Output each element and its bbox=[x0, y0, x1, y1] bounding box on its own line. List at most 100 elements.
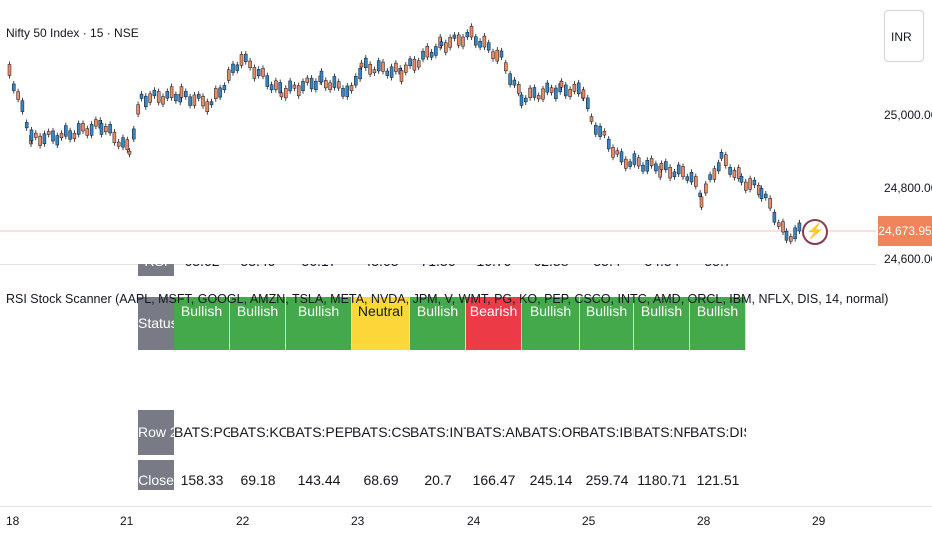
candle-body bbox=[541, 88, 545, 100]
status-cell: Bullish bbox=[580, 297, 634, 350]
currency-button[interactable]: INR bbox=[884, 10, 924, 62]
candle-body bbox=[412, 58, 417, 71]
chart-overlap-mask bbox=[0, 254, 876, 264]
candle-body bbox=[296, 85, 301, 97]
status-cell: Bullish bbox=[230, 297, 286, 350]
candle-body bbox=[564, 84, 568, 97]
candle-body bbox=[728, 167, 732, 175]
candlestick-series bbox=[7, 23, 802, 245]
candle-body bbox=[681, 166, 685, 178]
candle-body bbox=[218, 87, 222, 98]
close-cell: 245.14 bbox=[529, 472, 573, 488]
candle-body bbox=[76, 123, 81, 135]
date-tick: 24 bbox=[467, 514, 481, 528]
pane-separator[interactable] bbox=[0, 264, 876, 265]
candle-body bbox=[358, 68, 362, 80]
candle-body bbox=[474, 36, 478, 46]
candle-body bbox=[776, 222, 781, 227]
candle-body bbox=[139, 93, 144, 99]
row2: Row 2 BATS:PGBATS:KOBATS:PEPBATS:CSCOBAT… bbox=[138, 410, 746, 455]
candle-body bbox=[121, 137, 125, 148]
close-cell: 69.18 bbox=[240, 472, 276, 488]
time-axis[interactable] bbox=[0, 506, 932, 551]
lightning-icon[interactable]: ⚡ bbox=[802, 219, 828, 245]
candle-body bbox=[59, 133, 64, 138]
candle-body bbox=[7, 64, 12, 76]
close-cell: 166.47 bbox=[472, 472, 516, 488]
candle-body bbox=[12, 83, 16, 91]
symbol-title[interactable]: Nifty 50 Index · 15 · NSE bbox=[6, 26, 139, 40]
candle-body bbox=[309, 77, 314, 90]
candle-body bbox=[469, 26, 474, 38]
candle-body bbox=[148, 93, 152, 103]
candle-body bbox=[319, 70, 324, 83]
candle-body bbox=[349, 85, 354, 91]
date-tick: 18 bbox=[6, 514, 20, 528]
candle-body bbox=[89, 124, 94, 136]
candle-body bbox=[645, 159, 650, 172]
candle-body bbox=[252, 67, 257, 79]
candle-body bbox=[554, 87, 558, 100]
candle-body bbox=[99, 123, 104, 135]
date-tick: 25 bbox=[582, 514, 596, 528]
candle-body bbox=[672, 171, 677, 178]
candle-body bbox=[152, 89, 157, 97]
row2-cell: BATS:IBM bbox=[580, 424, 634, 440]
candle-body bbox=[205, 101, 210, 113]
candle-body bbox=[235, 64, 240, 71]
candle-body bbox=[81, 123, 85, 132]
candle-body bbox=[112, 131, 117, 143]
row2-cell: BATS:PG bbox=[174, 424, 230, 440]
candle-body bbox=[549, 87, 554, 93]
candle-body bbox=[416, 60, 421, 68]
candle-body bbox=[256, 69, 261, 76]
candle-body bbox=[434, 46, 438, 56]
candle-body bbox=[759, 188, 764, 200]
candle-body bbox=[772, 212, 777, 223]
date-tick: 29 bbox=[812, 514, 826, 528]
indicator-title[interactable]: RSI Stock Scanner (AAPL, MSFT, GOOGL, AM… bbox=[6, 292, 889, 306]
status-row-label: Status bbox=[138, 297, 174, 350]
candle-body bbox=[504, 62, 508, 72]
candle-body bbox=[108, 124, 112, 134]
candle-body bbox=[732, 170, 737, 178]
candle-body bbox=[685, 176, 690, 181]
candle-body bbox=[116, 141, 121, 147]
candle-body bbox=[499, 50, 504, 58]
candle-body bbox=[781, 221, 785, 233]
candle-body bbox=[68, 130, 72, 140]
candle-body bbox=[288, 80, 292, 92]
date-tick: 23 bbox=[351, 514, 365, 528]
row2-cell: BATS:CSCO bbox=[352, 424, 410, 440]
candle-body bbox=[239, 54, 244, 66]
candle-body bbox=[192, 94, 197, 106]
candle-body bbox=[261, 68, 265, 77]
candle-body bbox=[314, 81, 318, 91]
price-chart[interactable] bbox=[0, 0, 876, 264]
candle-body bbox=[611, 147, 615, 158]
candle-body bbox=[452, 34, 457, 39]
candle-body bbox=[332, 76, 337, 88]
candle-body bbox=[184, 91, 188, 97]
candle-body bbox=[196, 93, 201, 99]
candle-body bbox=[602, 131, 607, 136]
price-tick: 24,600.00 bbox=[884, 252, 932, 266]
candle-body bbox=[125, 139, 130, 151]
row2-label: Row 2 bbox=[138, 410, 174, 455]
candle-body bbox=[664, 161, 668, 170]
row2-cell: BATS:ORCL bbox=[522, 424, 580, 440]
row2-cell: BATS:NFLX bbox=[634, 424, 690, 440]
candle-body bbox=[279, 92, 284, 98]
candle-body bbox=[144, 95, 148, 108]
candle-body bbox=[336, 81, 341, 89]
candle-body bbox=[55, 135, 60, 146]
candle-body bbox=[94, 119, 98, 127]
candle-body bbox=[169, 86, 174, 98]
candle-body bbox=[748, 178, 752, 190]
candle-body bbox=[649, 158, 654, 166]
candle-body bbox=[793, 227, 797, 239]
candle-body bbox=[42, 133, 47, 145]
candle-body bbox=[619, 151, 624, 163]
candle-body bbox=[51, 130, 55, 142]
candle-body bbox=[404, 64, 408, 73]
